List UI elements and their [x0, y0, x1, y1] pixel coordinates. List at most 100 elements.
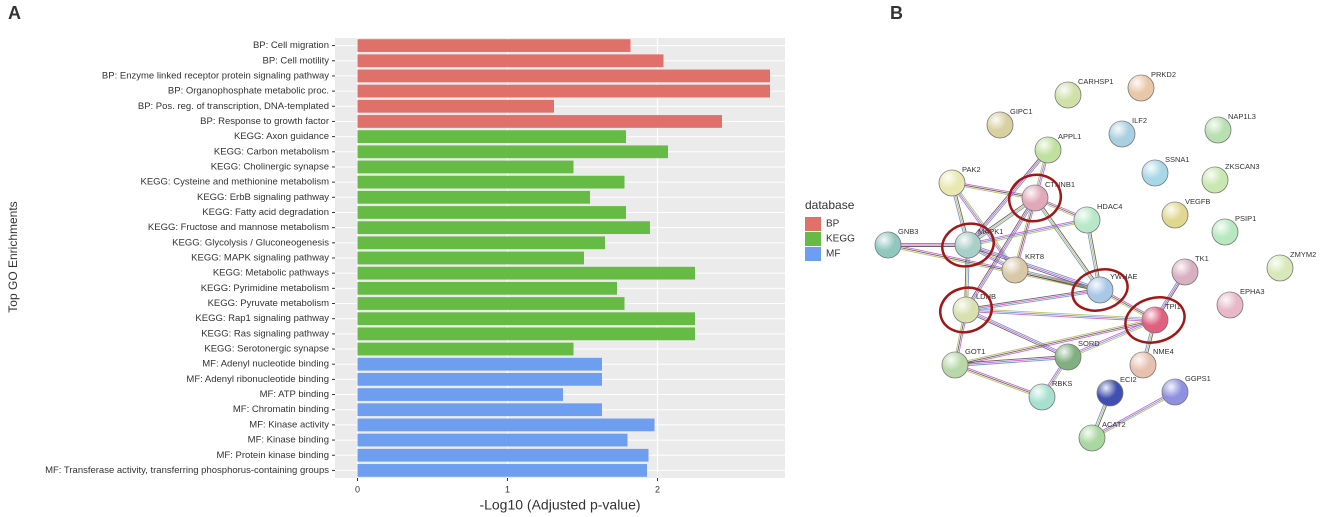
y-tick-label: BP: Pos. reg. of transcription, DNA-temp…: [138, 101, 329, 112]
network-edge: [888, 243, 1101, 289]
y-tick-label: MF: Transferase activity, transferring p…: [45, 465, 329, 476]
node-label: PRKD2: [1151, 70, 1176, 79]
bar: [357, 312, 695, 326]
node-highlight: [1130, 352, 1156, 378]
network-edge: [1068, 320, 1156, 359]
node-label: TPI1: [1165, 302, 1181, 311]
node-highlight: [1079, 425, 1105, 451]
node-highlight: [955, 232, 981, 258]
node-label: SSNA1: [1165, 155, 1190, 164]
network-edge: [966, 148, 1048, 245]
node-label: HDAC4: [1097, 202, 1122, 211]
x-tick-label: 2: [655, 484, 660, 494]
y-tick-label: KEGG: MAPK signaling pathway: [191, 253, 329, 264]
node-label: ECI2: [1120, 375, 1137, 384]
y-tick-label: BP: Cell migration: [253, 40, 329, 51]
node-label: ZMYM2: [1290, 250, 1316, 259]
network-edge: [954, 356, 1069, 366]
y-tick-label: MF: Chromatin binding: [233, 404, 329, 415]
bar: [357, 160, 574, 174]
network-edge: [965, 197, 1036, 311]
network-edge: [965, 310, 1068, 359]
bar: [357, 221, 650, 235]
bar: [357, 388, 563, 401]
y-tick-label: MF: Kinase activity: [249, 419, 329, 430]
y-tick-label: KEGG: ErbB signaling pathway: [197, 192, 329, 203]
bar: [357, 236, 605, 250]
network-edge: [966, 308, 1156, 319]
y-tick-label: BP: Organophosphate metabolic proc.: [168, 86, 329, 97]
node-label: KRT8: [1025, 252, 1044, 261]
node-highlight: [942, 352, 968, 378]
network-edge: [1014, 271, 1100, 292]
network-edge: [965, 288, 1100, 309]
y-tick-label: KEGG: Cysteine and methionine metabolism: [140, 177, 329, 188]
node-highlight: [1142, 160, 1168, 186]
panel-label: B: [890, 3, 903, 23]
highlight-ring: [1007, 173, 1063, 223]
network-edge: [966, 291, 1101, 312]
network-edge: [954, 318, 1155, 364]
network-edge: [967, 219, 1088, 246]
bar: [357, 266, 695, 280]
network-edge: [955, 358, 1069, 367]
node-label: ZKSCAN3: [1225, 162, 1260, 171]
network-edge: [966, 198, 1037, 312]
y-tick-label: KEGG: Rap1 signaling pathway: [195, 313, 329, 324]
network-edge: [951, 184, 1035, 200]
node-highlight: [1055, 82, 1081, 108]
network-edge: [954, 319, 1156, 366]
node-highlight: [1202, 167, 1228, 193]
bar: [357, 39, 631, 52]
node-label: GGPS1: [1185, 374, 1211, 383]
node-highlight: [1267, 255, 1293, 281]
network-edge: [965, 309, 1069, 358]
node-highlight: [987, 112, 1013, 138]
network-edge: [964, 196, 1035, 310]
y-tick-label: KEGG: Pyrimidine metabolism: [201, 283, 329, 294]
network-edge: [952, 181, 1036, 197]
bar: [357, 190, 590, 204]
y-tick-label: KEGG: Cholinergic synapse: [211, 161, 329, 172]
node-label: CTNNB1: [1045, 180, 1075, 189]
legend-label: BP: [826, 219, 840, 230]
network-edge: [1067, 319, 1156, 358]
y-tick-label: MF: Protein kinase binding: [217, 450, 329, 461]
network-edge: [966, 308, 1069, 357]
node-label: PAK2: [962, 165, 981, 174]
legend-key: [805, 247, 821, 261]
network-edge: [955, 321, 1156, 367]
x-axis-label: -Log10 (Adjusted p-value): [479, 497, 640, 513]
bar: [357, 84, 770, 98]
node-highlight: [1162, 379, 1188, 405]
y-tick-label: BP: Response to growth factor: [200, 116, 329, 127]
node-highlight: [1055, 344, 1081, 370]
network-edge: [965, 289, 1101, 311]
legend-key: [805, 217, 821, 231]
node-highlight: [875, 232, 901, 258]
y-tick-label: MF: ATP binding: [260, 389, 329, 400]
bar: [357, 418, 655, 432]
node-highlight: [939, 170, 965, 196]
y-tick-label: KEGG: Carbon metabolism: [214, 146, 329, 157]
node-highlight: [953, 297, 979, 323]
node-highlight: [1109, 121, 1135, 147]
node-highlight: [1002, 257, 1028, 283]
node-highlight: [1128, 75, 1154, 101]
node-highlight: [1212, 219, 1238, 245]
node-highlight: [1097, 380, 1123, 406]
network-edge: [1014, 269, 1101, 291]
network-edge: [1091, 391, 1176, 439]
bar: [357, 464, 647, 477]
legend-key: [805, 232, 821, 246]
legend-title: database: [805, 198, 855, 212]
node-label: SORD: [1078, 339, 1100, 348]
bar: [357, 130, 626, 143]
node-label: VEGFB: [1185, 197, 1210, 206]
y-tick-label: KEGG: Axon guidance: [234, 131, 329, 142]
node-label: CARHSP1: [1078, 77, 1113, 86]
legend-label: KEGG: [826, 234, 855, 245]
network-edge: [965, 309, 1156, 321]
y-tick-label: KEGG: Fructose and mannose metabolism: [148, 222, 329, 233]
